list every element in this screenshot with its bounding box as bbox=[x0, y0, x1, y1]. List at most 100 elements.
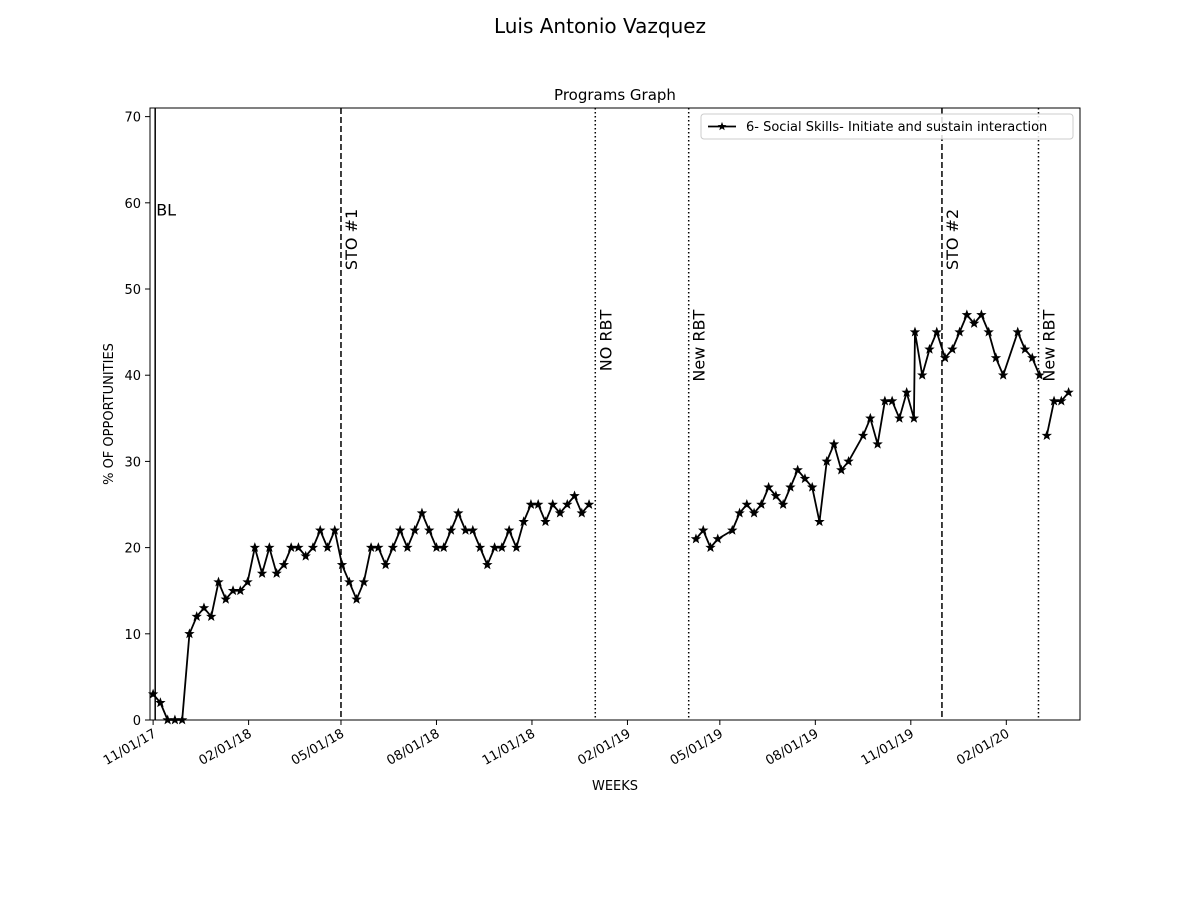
data-point bbox=[503, 524, 515, 535]
phase-label: BL bbox=[156, 201, 176, 220]
data-point bbox=[763, 481, 774, 492]
data-point bbox=[1041, 430, 1052, 440]
data-point bbox=[843, 455, 854, 466]
data-point bbox=[409, 524, 420, 535]
x-tick-label: 02/01/19 bbox=[575, 726, 633, 768]
plot-area bbox=[149, 107, 1081, 721]
y-tick-label: 20 bbox=[124, 542, 141, 557]
data-point bbox=[416, 507, 428, 518]
data-point bbox=[821, 455, 832, 466]
x-tick-label: 11/01/18 bbox=[480, 726, 538, 768]
data-point bbox=[242, 576, 253, 587]
data-point bbox=[1063, 386, 1074, 397]
data-point bbox=[756, 499, 767, 509]
data-point bbox=[394, 524, 406, 535]
phase-label: New RBT bbox=[690, 309, 709, 381]
data-point bbox=[220, 593, 231, 604]
data-point bbox=[792, 464, 803, 475]
x-tick-label: 11/01/19 bbox=[859, 726, 917, 768]
data-point bbox=[807, 481, 818, 492]
y-tick-label: 30 bbox=[124, 455, 141, 470]
data-point bbox=[300, 550, 311, 561]
y-tick-label: 40 bbox=[124, 369, 141, 384]
data-point bbox=[690, 533, 702, 544]
x-tick-label: 08/01/19 bbox=[763, 726, 821, 768]
x-tick-label: 08/01/18 bbox=[384, 726, 442, 768]
data-point bbox=[467, 524, 478, 535]
data-point bbox=[777, 499, 789, 509]
data-point bbox=[1019, 343, 1031, 354]
data-point bbox=[431, 542, 442, 553]
series-layer bbox=[147, 309, 1074, 725]
data-point bbox=[533, 499, 544, 509]
data-point bbox=[886, 395, 898, 406]
legend-marker bbox=[717, 121, 727, 131]
data-point bbox=[976, 309, 987, 320]
data-point bbox=[373, 542, 384, 553]
data-point bbox=[322, 542, 333, 553]
data-point bbox=[547, 499, 558, 509]
data-point bbox=[1034, 369, 1045, 380]
data-point bbox=[939, 352, 951, 363]
data-point bbox=[489, 542, 500, 553]
y-tick-label: 50 bbox=[124, 283, 141, 298]
data-point bbox=[198, 602, 210, 613]
data-point bbox=[705, 542, 716, 553]
data-point bbox=[264, 542, 275, 553]
data-point bbox=[445, 524, 457, 535]
y-tick-label: 10 bbox=[124, 628, 141, 643]
data-point bbox=[482, 559, 493, 570]
x-tick-label: 11/01/17 bbox=[101, 726, 159, 768]
data-point bbox=[402, 542, 413, 553]
data-point bbox=[872, 438, 883, 449]
data-point bbox=[894, 412, 905, 423]
y-tick-label: 60 bbox=[124, 197, 141, 212]
y-axis-label: % OF OPPORTUNITIES bbox=[102, 343, 117, 485]
data-point bbox=[828, 438, 840, 449]
data-point bbox=[712, 533, 723, 544]
data-point bbox=[990, 352, 1002, 363]
y-tick-label: 0 bbox=[133, 714, 141, 729]
data-point bbox=[931, 326, 942, 337]
phase-label: STO #1 bbox=[342, 209, 361, 270]
data-point bbox=[344, 576, 355, 587]
data-point bbox=[293, 542, 304, 553]
data-point bbox=[525, 499, 537, 509]
data-point bbox=[741, 499, 753, 509]
data-point bbox=[438, 542, 449, 553]
data-point bbox=[727, 524, 738, 535]
data-point bbox=[583, 499, 595, 509]
series-line bbox=[1045, 391, 1070, 436]
data-point bbox=[1056, 395, 1067, 406]
data-point bbox=[213, 576, 224, 587]
data-point bbox=[748, 507, 760, 518]
data-point bbox=[329, 524, 340, 535]
data-point bbox=[460, 524, 471, 535]
data-point bbox=[908, 412, 920, 423]
data-point bbox=[954, 326, 965, 337]
data-point bbox=[271, 568, 282, 578]
data-point bbox=[734, 507, 745, 518]
data-point bbox=[155, 697, 166, 708]
data-point bbox=[336, 559, 348, 570]
data-point bbox=[947, 343, 958, 354]
data-point bbox=[983, 326, 994, 337]
data-point bbox=[235, 585, 246, 596]
data-point bbox=[924, 343, 935, 354]
x-tick-label: 05/01/18 bbox=[289, 726, 347, 768]
data-point bbox=[380, 559, 391, 570]
data-point bbox=[1012, 326, 1023, 337]
x-axis-label: WEEKS bbox=[592, 779, 638, 794]
data-point bbox=[698, 524, 709, 535]
data-point bbox=[453, 507, 464, 518]
phase-label: NO RBT bbox=[596, 309, 615, 371]
data-point bbox=[961, 309, 973, 320]
data-point bbox=[576, 507, 587, 518]
data-point bbox=[184, 628, 195, 639]
data-point bbox=[307, 542, 319, 553]
data-point bbox=[249, 542, 261, 553]
data-point bbox=[511, 542, 522, 553]
data-point bbox=[424, 524, 435, 535]
series-line bbox=[152, 494, 590, 721]
y-tick-label: 70 bbox=[124, 111, 141, 126]
